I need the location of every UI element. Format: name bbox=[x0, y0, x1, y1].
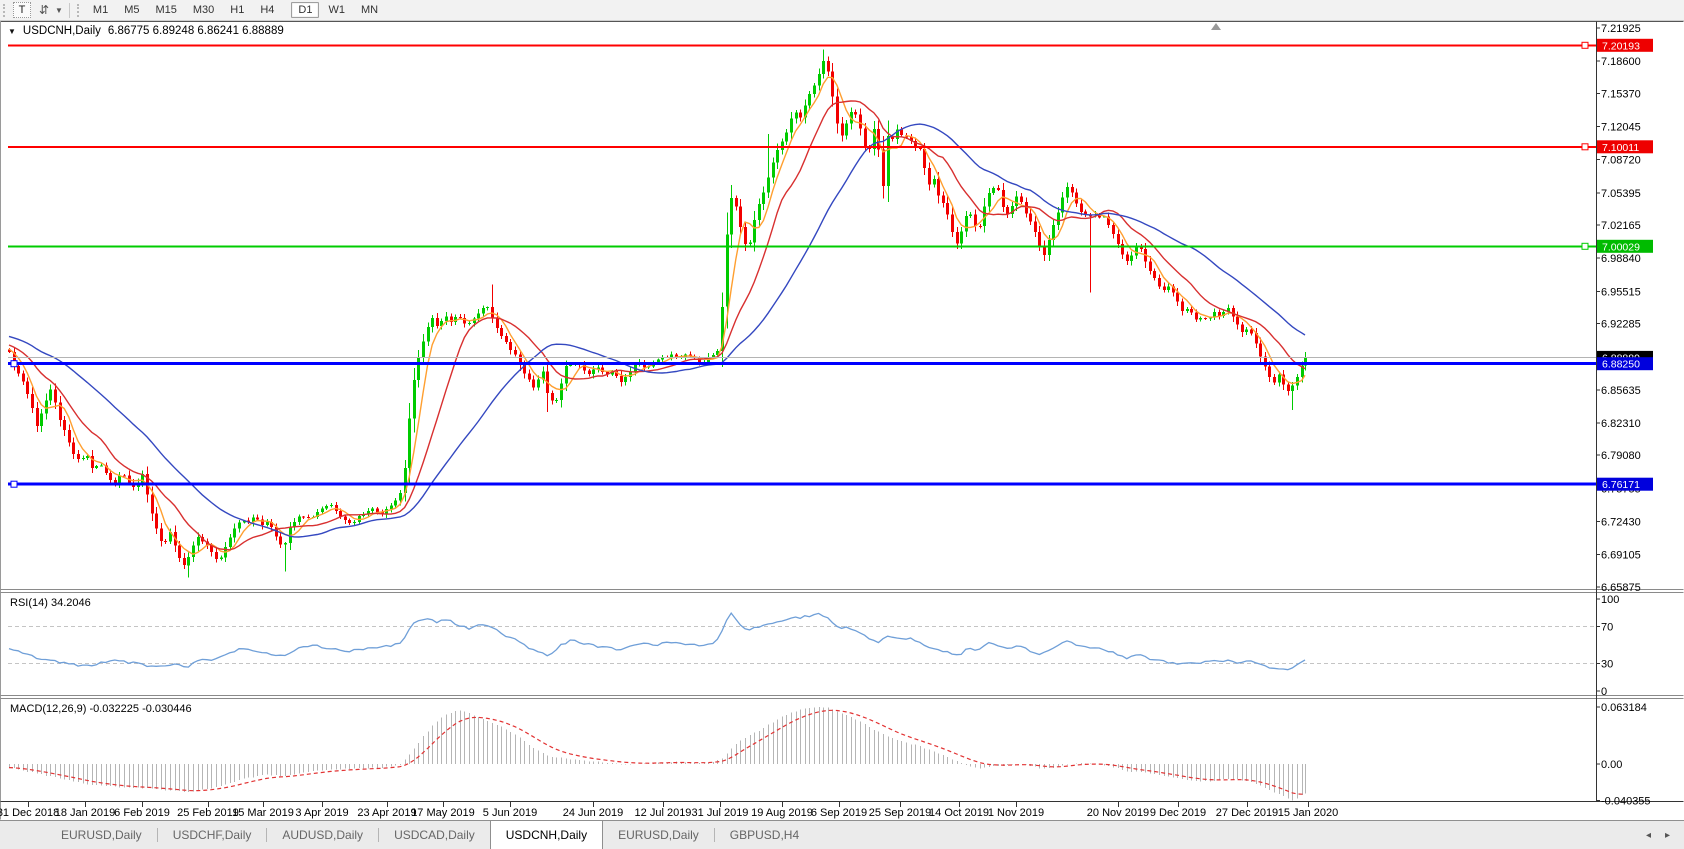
chart-tab-eurusddaily[interactable]: EURUSD,Daily bbox=[61, 828, 142, 842]
svg-text:6.69105: 6.69105 bbox=[1601, 550, 1641, 562]
timeframe-button-h4[interactable]: H4 bbox=[260, 4, 275, 16]
svg-text:7.08720: 7.08720 bbox=[1601, 155, 1641, 167]
hline-handle bbox=[10, 360, 18, 368]
timeframe-button-w1[interactable]: W1 bbox=[328, 4, 345, 16]
svg-text:-0.040355: -0.040355 bbox=[1601, 795, 1651, 807]
svg-text:6 Feb 2019: 6 Feb 2019 bbox=[114, 807, 170, 819]
timeframe-button-m15[interactable]: M15 bbox=[155, 4, 177, 16]
timeframe-button-m5[interactable]: M5 bbox=[124, 4, 140, 16]
svg-text:7.02165: 7.02165 bbox=[1601, 220, 1641, 232]
svg-text:7.21925: 7.21925 bbox=[1601, 23, 1641, 35]
svg-text:0.063184: 0.063184 bbox=[1601, 702, 1647, 714]
svg-text:7.00029: 7.00029 bbox=[1602, 241, 1640, 253]
chart-symbol-label: USDCNH,Daily bbox=[22, 25, 101, 37]
svg-text:12 Jul 2019: 12 Jul 2019 bbox=[635, 807, 692, 819]
svg-text:6.88250: 6.88250 bbox=[1602, 359, 1640, 371]
svg-text:7.18600: 7.18600 bbox=[1601, 56, 1641, 68]
svg-text:17 May 2019: 17 May 2019 bbox=[411, 807, 475, 819]
svg-text:6.92285: 6.92285 bbox=[1601, 319, 1641, 331]
toolbar-separator bbox=[68, 2, 70, 18]
svg-text:7.05395: 7.05395 bbox=[1601, 188, 1641, 200]
svg-text:5 Jun 2019: 5 Jun 2019 bbox=[483, 807, 537, 819]
macd-indicator-label: MACD(12,26,9) -0.032225 -0.030446 bbox=[10, 703, 192, 715]
svg-text:14 Oct 2019: 14 Oct 2019 bbox=[929, 807, 989, 819]
tabs-scroll-right-icon[interactable]: ▸ bbox=[1664, 829, 1670, 841]
timeframe-button-d1[interactable]: D1 bbox=[291, 2, 320, 18]
svg-text:31 Dec 2018: 31 Dec 2018 bbox=[0, 807, 59, 819]
candles-layer bbox=[8, 49, 1307, 578]
svg-text:6.79080: 6.79080 bbox=[1601, 450, 1641, 462]
chart-tab-usdcnhdaily[interactable]: USDCNH,Daily bbox=[489, 820, 604, 849]
svg-text:6.76171: 6.76171 bbox=[1602, 479, 1640, 491]
chart-title: ▼ USDCNH,Daily 6.86775 6.89248 6.86241 6… bbox=[8, 25, 284, 37]
toolbar-grip[interactable] bbox=[3, 3, 7, 17]
svg-text:0.00: 0.00 bbox=[1601, 759, 1622, 771]
chart-tab-usdcaddaily[interactable]: USDCAD,Daily bbox=[394, 828, 475, 842]
chart-tab-usdchfdaily[interactable]: USDCHF,Daily bbox=[172, 828, 252, 842]
svg-text:6.85635: 6.85635 bbox=[1601, 385, 1641, 397]
toolbar-grip[interactable] bbox=[76, 3, 81, 17]
arrange-windows-icon[interactable]: ⇵ bbox=[35, 2, 53, 18]
svg-text:19 Aug 2019: 19 Aug 2019 bbox=[751, 807, 813, 819]
svg-text:6.82310: 6.82310 bbox=[1601, 418, 1641, 430]
ma-32-line bbox=[8, 123, 1306, 538]
svg-text:0: 0 bbox=[1601, 686, 1607, 698]
chart-tabs-bar: EURUSD,Daily USDCHF,Daily AUDUSD,Daily USDC… bbox=[0, 820, 1684, 849]
tabs-scroll-buttons: ◂ ▸ bbox=[1646, 821, 1684, 849]
svg-text:9 Dec 2019: 9 Dec 2019 bbox=[1150, 807, 1206, 819]
macd-signal-line bbox=[8, 709, 1306, 795]
hline-handle bbox=[1581, 242, 1589, 250]
chart-tabs: EURUSD,Daily USDCHF,Daily AUDUSD,Daily USDC… bbox=[0, 820, 814, 849]
svg-text:20 Nov 2019: 20 Nov 2019 bbox=[1087, 807, 1149, 819]
timeframe-button-h1[interactable]: H1 bbox=[230, 4, 245, 16]
svg-text:70: 70 bbox=[1601, 622, 1613, 634]
svg-text:1 Nov 2019: 1 Nov 2019 bbox=[988, 807, 1044, 819]
tabs-scroll-left-icon[interactable]: ◂ bbox=[1645, 829, 1651, 841]
svg-text:6.98840: 6.98840 bbox=[1601, 253, 1641, 265]
svg-text:6 Sep 2019: 6 Sep 2019 bbox=[811, 807, 867, 819]
timeframe-group: M1 M5 M15 M30 H1 H4 D1 W1 MN bbox=[85, 2, 386, 18]
ohlc-collapse-icon[interactable]: ▼ bbox=[8, 26, 16, 36]
chevron-down-icon[interactable]: ▼ bbox=[55, 5, 63, 15]
chart-tab-gbpusdh4[interactable]: GBPUSD,H4 bbox=[729, 828, 800, 842]
rsi-indicator-label: RSI(14) 34.2046 bbox=[10, 597, 91, 609]
svg-text:23 Apr 2019: 23 Apr 2019 bbox=[357, 807, 416, 819]
rsi-line bbox=[8, 611, 1306, 671]
top-toolbar: T ⇵ ▼ M1 M5 M15 M30 H1 H4 D1 W1 MN bbox=[0, 0, 1684, 21]
svg-text:25 Feb 2019: 25 Feb 2019 bbox=[177, 807, 239, 819]
svg-text:27 Dec 2019: 27 Dec 2019 bbox=[1216, 807, 1278, 819]
svg-text:6.65875: 6.65875 bbox=[1601, 582, 1641, 594]
svg-text:7.20193: 7.20193 bbox=[1602, 40, 1640, 52]
svg-text:7.12045: 7.12045 bbox=[1601, 122, 1641, 134]
timeframe-button-m30[interactable]: M30 bbox=[192, 4, 215, 16]
svg-text:7.10011: 7.10011 bbox=[1602, 142, 1639, 154]
svg-text:30: 30 bbox=[1601, 658, 1613, 670]
ma-5-line bbox=[8, 76, 1306, 555]
svg-text:3 Apr 2019: 3 Apr 2019 bbox=[295, 807, 348, 819]
svg-text:6.72430: 6.72430 bbox=[1601, 516, 1641, 528]
hline-handle bbox=[1581, 143, 1589, 151]
chart-shift-marker bbox=[1211, 23, 1221, 30]
timeframe-button-m1[interactable]: M1 bbox=[92, 4, 109, 16]
svg-text:7.15370: 7.15370 bbox=[1601, 88, 1641, 100]
svg-text:100: 100 bbox=[1601, 594, 1619, 606]
hline-handle bbox=[1581, 41, 1589, 49]
chart-tab-eurusddaily[interactable]: EURUSD,Daily bbox=[618, 828, 699, 842]
svg-text:18 Jan 2019: 18 Jan 2019 bbox=[55, 807, 116, 819]
chart-ohlc-values: 6.86775 6.89248 6.86241 6.88889 bbox=[107, 25, 284, 37]
chart-tab-audusddaily[interactable]: AUDUSD,Daily bbox=[282, 828, 364, 842]
text-tool-button[interactable]: T bbox=[13, 2, 31, 18]
timeframe-button-mn[interactable]: MN bbox=[360, 4, 379, 16]
svg-text:24 Jun 2019: 24 Jun 2019 bbox=[563, 807, 624, 819]
svg-text:15 Mar 2019: 15 Mar 2019 bbox=[232, 807, 294, 819]
svg-text:15 Jan 2020: 15 Jan 2020 bbox=[1278, 807, 1339, 819]
svg-text:6.95515: 6.95515 bbox=[1601, 286, 1641, 298]
svg-text:25 Sep 2019: 25 Sep 2019 bbox=[869, 807, 931, 819]
svg-text:31 Jul 2019: 31 Jul 2019 bbox=[692, 807, 749, 819]
hline-handle bbox=[10, 480, 18, 488]
ma-13-line bbox=[8, 100, 1306, 551]
